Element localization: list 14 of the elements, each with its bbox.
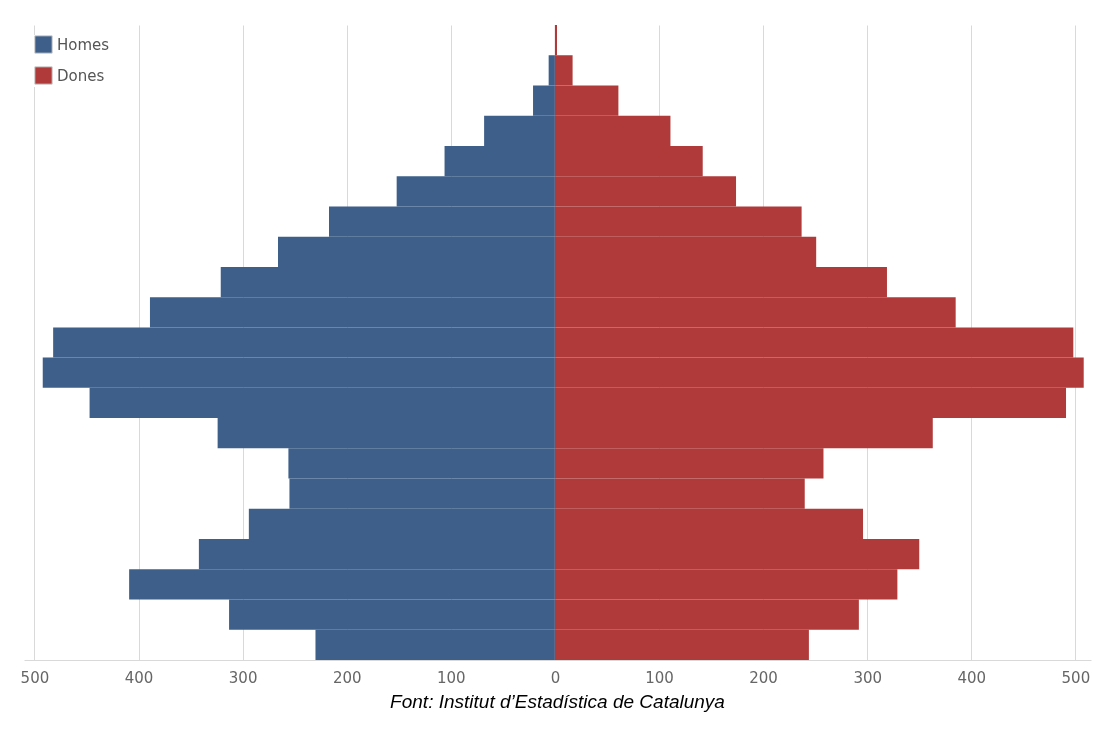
legend-label: Homes	[57, 35, 110, 54]
x-tick-label: 100	[645, 668, 674, 687]
x-tick-label: 500	[1061, 668, 1091, 687]
x-tick-label: 0	[550, 668, 561, 687]
x-tick-label: 200	[332, 668, 362, 687]
legend-label: Dones	[57, 66, 105, 85]
x-tick-label: 400	[124, 668, 154, 687]
x-tick-label: 300	[853, 668, 883, 687]
x-tick-label: 100	[436, 668, 466, 687]
x-tick-label: 300	[228, 668, 258, 687]
x-tick-label: 500	[20, 668, 50, 687]
x-tick-label: 200	[749, 668, 778, 687]
text: Font: Institut d’Estadística de Catalunya	[390, 691, 725, 712]
x-tick-label: 400	[957, 668, 987, 687]
